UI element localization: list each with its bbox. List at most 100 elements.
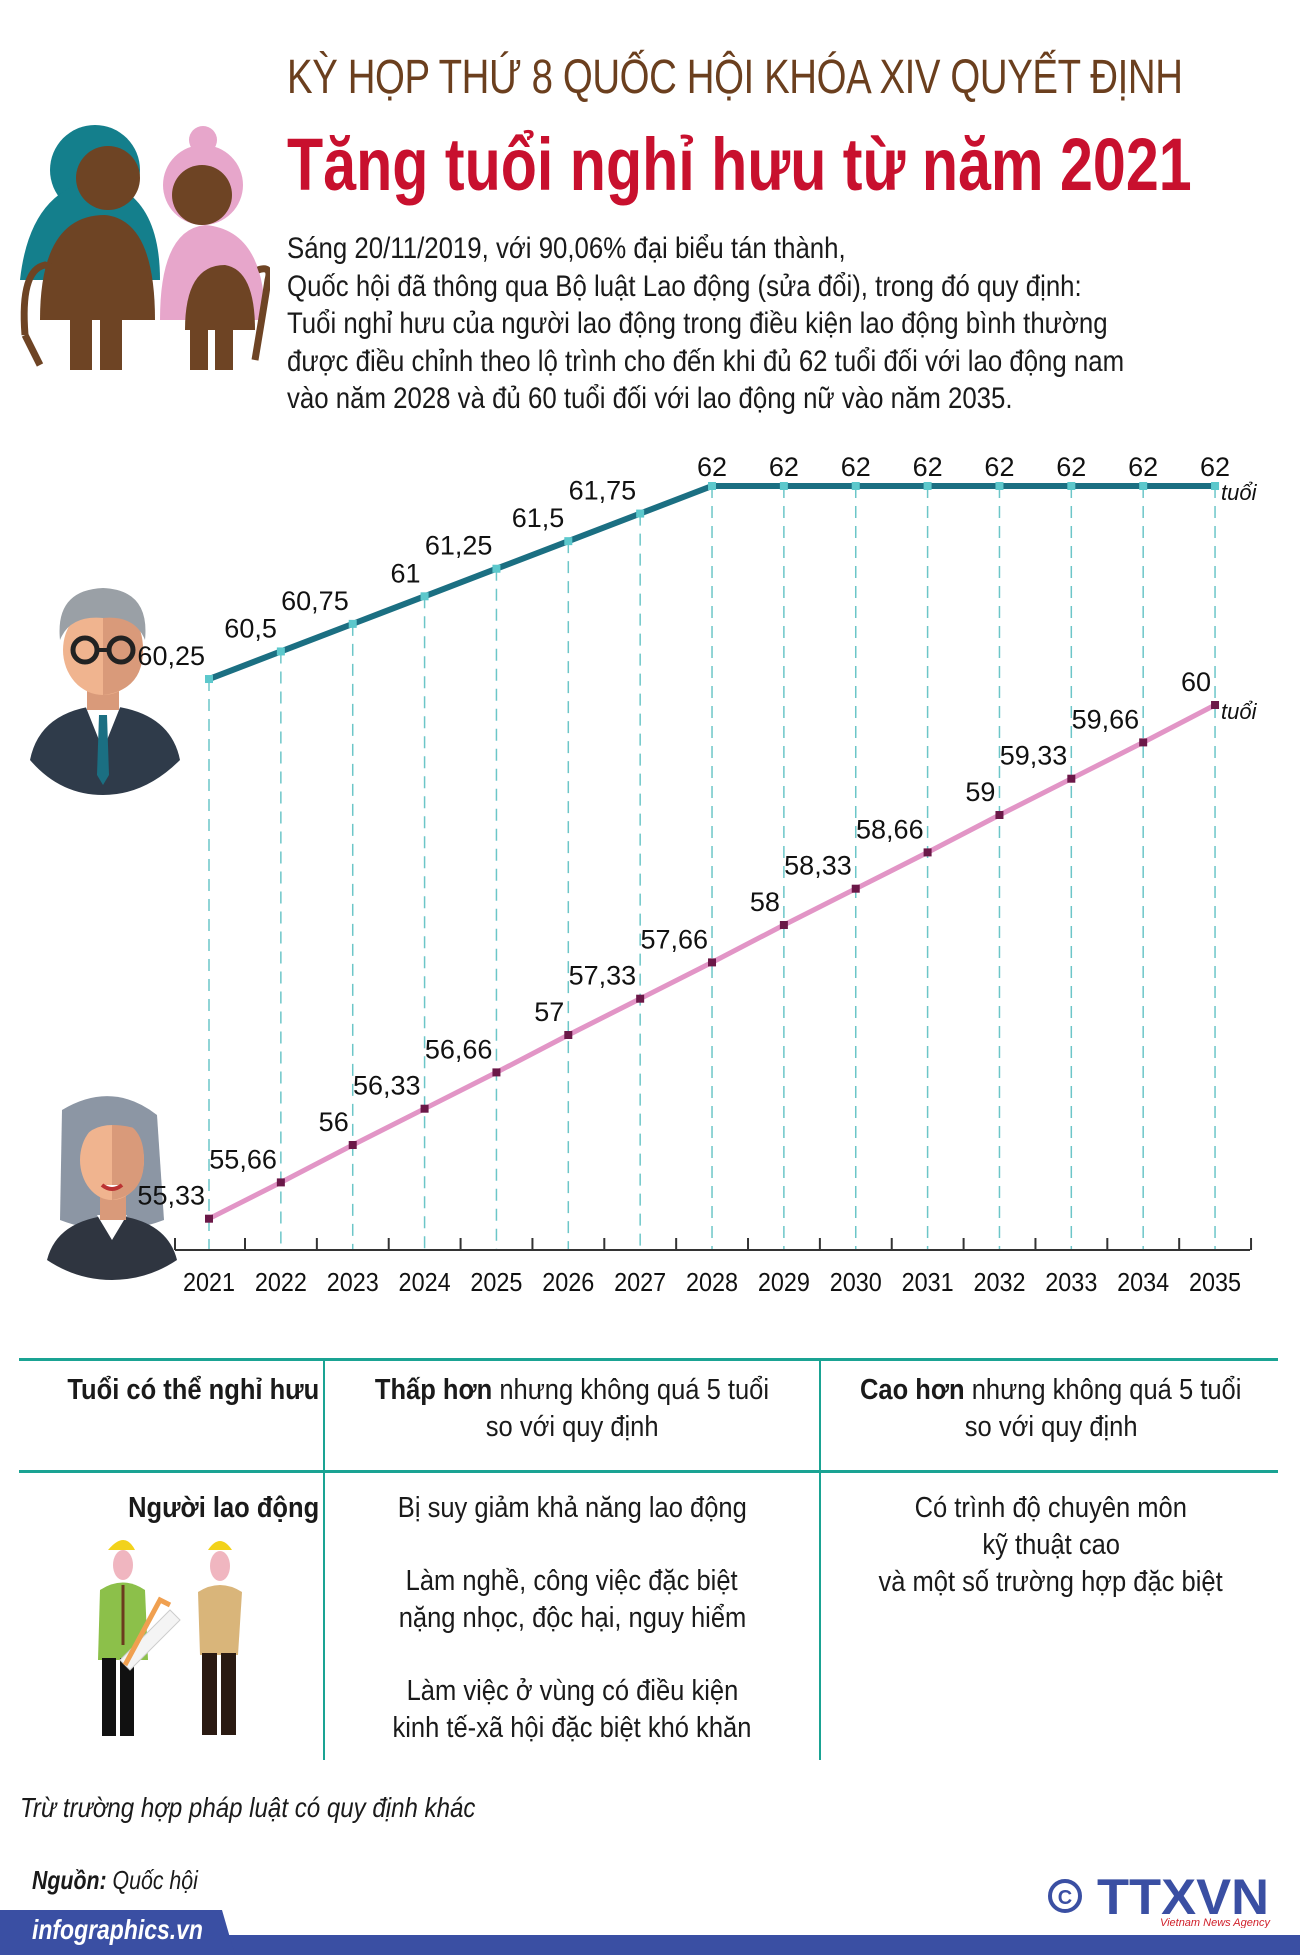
data-point <box>1211 701 1220 709</box>
data-point <box>1067 482 1076 490</box>
data-point <box>564 537 573 546</box>
data-point <box>492 564 501 573</box>
x-tick-label: 2027 <box>614 1269 666 1297</box>
lower-line2: so với quy định <box>485 1411 659 1443</box>
data-point <box>636 994 645 1003</box>
data-point <box>923 482 932 490</box>
data-label: 58,66 <box>856 814 924 844</box>
data-label: 56,33 <box>353 1071 421 1101</box>
unit-label: tuổi <box>1221 480 1258 505</box>
data-point <box>995 811 1004 819</box>
data-label: 62 <box>841 452 871 482</box>
data-point <box>420 1104 429 1113</box>
x-tick-label: 2031 <box>902 1269 954 1297</box>
condition-line: Bị suy giảm khả năng lao động <box>397 1492 747 1524</box>
kicker-heading: KỲ HỌP THỨ 8 QUỐC HỘI KHÓA XIV QUYẾT ĐỊN… <box>287 51 1183 104</box>
higher-line2: so với quy định <box>964 1411 1138 1443</box>
data-label: 62 <box>697 452 727 482</box>
table-lower-conditions: Bị suy giảm khả năng lao động Làm nghề, … <box>326 1490 818 1747</box>
table-higher-conditions: Có trình độ chuyên môn kỹ thuật cao và m… <box>822 1490 1280 1601</box>
data-label: 59 <box>965 777 995 807</box>
data-point <box>1139 482 1148 490</box>
condition-line: kinh tế-xã hội đặc biệt khó khăn <box>392 1712 752 1744</box>
x-tick-label: 2033 <box>1045 1269 1097 1297</box>
data-point <box>708 958 717 967</box>
table-top-border <box>19 1358 1278 1361</box>
data-label: 56,66 <box>425 1034 493 1064</box>
table-col-divider <box>819 1358 821 1760</box>
x-tick-label: 2030 <box>830 1269 882 1297</box>
data-point <box>779 921 788 929</box>
condition-line: kỹ thuật cao <box>982 1529 1120 1561</box>
data-point <box>348 619 357 628</box>
data-label: 59,66 <box>1072 704 1140 734</box>
data-point <box>276 1178 285 1187</box>
data-label: 59,33 <box>1000 741 1068 771</box>
data-label: 62 <box>1200 452 1230 482</box>
data-point <box>995 482 1004 490</box>
x-tick-label: 2026 <box>542 1269 594 1297</box>
data-point <box>276 647 285 656</box>
data-label: 61,5 <box>512 503 565 533</box>
condition-line: nặng nhọc, độc hại, nguy hiểm <box>398 1602 746 1634</box>
data-point <box>851 884 860 893</box>
footer-bar <box>0 1935 1300 1955</box>
higher-rest: nhưng không quá 5 tuổi <box>964 1374 1242 1406</box>
data-label: 62 <box>1128 452 1158 482</box>
male-worker-avatar <box>25 588 181 795</box>
x-tick-label: 2029 <box>758 1269 810 1297</box>
footer-tab <box>0 1910 235 1955</box>
intro-line: Tuổi nghỉ hưu của người lao động trong đ… <box>287 307 1108 340</box>
data-point <box>1211 482 1220 490</box>
data-point <box>348 1141 357 1149</box>
data-label: 62 <box>913 452 943 482</box>
intro-line: được điều chỉnh theo lộ trình cho đến kh… <box>287 344 1125 378</box>
workers-illustration <box>98 1540 242 1736</box>
data-point <box>851 482 860 490</box>
data-point <box>779 482 788 490</box>
intro-line: Quốc hội đã thông qua Bộ luật Lao động (… <box>287 269 1082 303</box>
data-point <box>205 675 213 684</box>
data-point <box>420 592 429 601</box>
ttxvn-logo: C TTXVN Vietnam News Agency <box>1048 1869 1271 1928</box>
data-label: 58,33 <box>784 851 852 881</box>
logo-text: TTXVN <box>1097 1869 1269 1925</box>
source-value: Quốc hội <box>106 1865 198 1895</box>
data-label: 56 <box>319 1107 349 1137</box>
data-label: 55,33 <box>137 1181 205 1211</box>
data-point <box>708 482 717 490</box>
data-label: 61,25 <box>425 531 493 561</box>
x-axis-ticks: 2021 2022 2023 2024 2025 2026 2027 2028 2029 2030… <box>174 1238 1253 1297</box>
data-point <box>1067 774 1076 783</box>
table-header-higher: Cao hơn nhưng không quá 5 tuổi so với qu… <box>822 1372 1280 1446</box>
site-link[interactable]: infographics.vn <box>32 1914 203 1945</box>
label-text: Người lao động <box>127 1492 319 1524</box>
data-label: 57,66 <box>640 924 708 954</box>
condition-line: Làm việc ở vùng có điều kiện <box>406 1675 738 1707</box>
data-label: 57,33 <box>569 961 637 991</box>
source-credit: Nguồn: Quốc hội <box>32 1865 198 1896</box>
x-tick-label: 2025 <box>470 1269 522 1297</box>
data-label: 61,75 <box>569 476 637 506</box>
data-label: 62 <box>984 452 1014 482</box>
intro-line: vào năm 2028 và đủ 60 tuổi đối với lao đ… <box>287 382 1013 415</box>
data-label: 57 <box>534 997 564 1027</box>
guide-lines <box>208 486 1216 1250</box>
data-point <box>564 1031 573 1039</box>
x-tick-label: 2028 <box>686 1269 738 1297</box>
higher-bold: Cao hơn <box>860 1374 965 1406</box>
data-label: 60,75 <box>281 586 349 616</box>
x-tick-label: 2022 <box>255 1269 307 1297</box>
data-point <box>923 848 932 857</box>
table-row-divider <box>19 1470 1278 1473</box>
lower-bold: Thấp hơn <box>374 1374 493 1406</box>
unit-label: tuổi <box>1221 699 1258 724</box>
condition-line: và một số trường hợp đặc biệt <box>878 1566 1224 1598</box>
source-label: Nguồn: <box>32 1865 107 1895</box>
data-point <box>636 509 645 518</box>
condition-line: Có trình độ chuyên môn <box>914 1492 1188 1524</box>
condition-line: Làm nghề, công việc đặc biệt <box>406 1565 738 1597</box>
data-point <box>492 1068 501 1077</box>
x-tick-label: 2035 <box>1189 1269 1241 1297</box>
